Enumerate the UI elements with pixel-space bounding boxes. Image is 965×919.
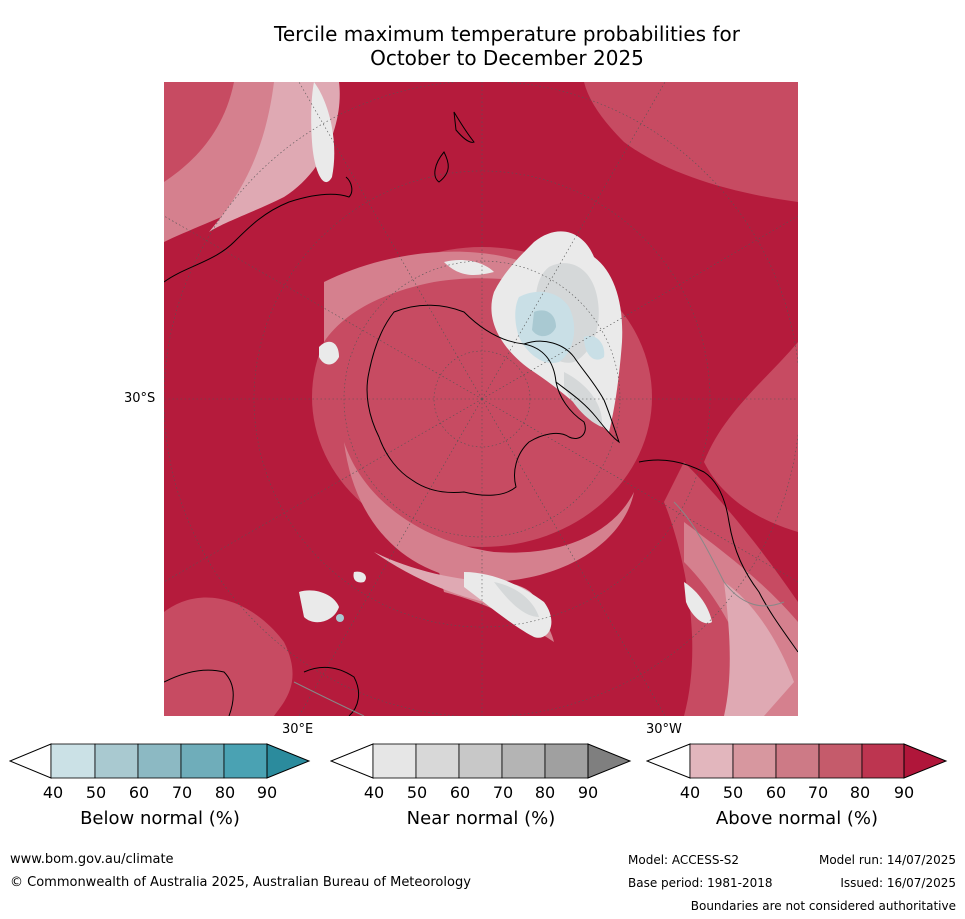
madagascar-coastline: [303, 666, 360, 716]
above-colorbar-min-arrow: [646, 743, 691, 779]
model-name: Model: ACCESS-S2: [628, 853, 740, 867]
near-colorbar-max-arrow: [587, 743, 632, 779]
bom-url: www.bom.gov.au/climate: [10, 852, 174, 867]
above-tick: 40: [679, 783, 701, 802]
near-tick: 60: [449, 783, 471, 802]
near-colorbar-ticks: 40 50 60 70 80 90: [330, 783, 632, 803]
above-tick: 70: [807, 783, 829, 802]
near-tick: 50: [406, 783, 428, 802]
antarctica-coastline: [366, 304, 586, 496]
near-tick: 40: [363, 783, 385, 802]
above-tick: 90: [893, 783, 915, 802]
coastlines: [164, 111, 798, 716]
africa-coastline: [164, 669, 234, 716]
below-tick: 70: [171, 783, 193, 802]
below-normal-strong-regions: [336, 310, 556, 622]
below-tick: 60: [128, 783, 150, 802]
above-tick: 80: [849, 783, 871, 802]
base-period: Base period: 1981-2018: [628, 876, 773, 890]
below-colorbar-ticks: 40 50 60 70 80 90: [9, 783, 311, 803]
below-colorbar-max-arrow: [266, 743, 311, 779]
near-colorbar-min-arrow: [330, 743, 374, 779]
longitude-label-30e: 30°E: [282, 722, 314, 737]
above-colorbar-ticks: 40 50 60 70 80 90: [646, 783, 948, 803]
map-title-line-2: October to December 2025: [370, 46, 644, 70]
issued-date: Issued: 16/07/2025: [840, 876, 956, 890]
above-colorbar-title: Above normal (%): [715, 808, 879, 829]
new-zealand-north: [453, 111, 475, 143]
southern-hemisphere-map: [164, 82, 798, 716]
longitude-label-30w: 30°W: [646, 722, 682, 737]
australia-coastline: [164, 176, 353, 283]
boundary-disclaimer: Boundaries are not considered authoritat…: [690, 899, 956, 913]
latitude-label: 30°S: [124, 391, 156, 406]
above-colorbar-max-arrow: [903, 743, 948, 779]
below-tick: 50: [85, 783, 107, 802]
near-colorbar-title: Near normal (%): [406, 808, 556, 829]
below-normal-colorbar: [9, 743, 311, 779]
below-tick: 40: [42, 783, 64, 802]
political-borders: [293, 501, 785, 716]
below-tick: 90: [256, 783, 278, 802]
near-tick: 70: [492, 783, 514, 802]
above-tick: 50: [722, 783, 744, 802]
below-colorbar-min-arrow: [9, 743, 52, 779]
graticule: [164, 82, 798, 716]
near-normal-colorbar: [330, 743, 632, 779]
new-zealand-south: [434, 151, 449, 183]
below-colorbar-title: Below normal (%): [80, 808, 240, 829]
south-america-coastline: [638, 459, 798, 653]
below-tick: 80: [214, 783, 236, 802]
model-run-date: Model run: 14/07/2025: [818, 853, 956, 867]
above-tick: 60: [765, 783, 787, 802]
copyright: © Commonwealth of Australia 2025, Austra…: [10, 875, 471, 890]
map-title-line-1: Tercile maximum temperature probabilitie…: [274, 22, 740, 46]
near-tick: 90: [577, 783, 599, 802]
antarctic-peninsula-coastline: [523, 340, 620, 444]
near-tick: 80: [534, 783, 556, 802]
above-normal-colorbar: [646, 743, 948, 779]
probability-map: [164, 82, 798, 716]
